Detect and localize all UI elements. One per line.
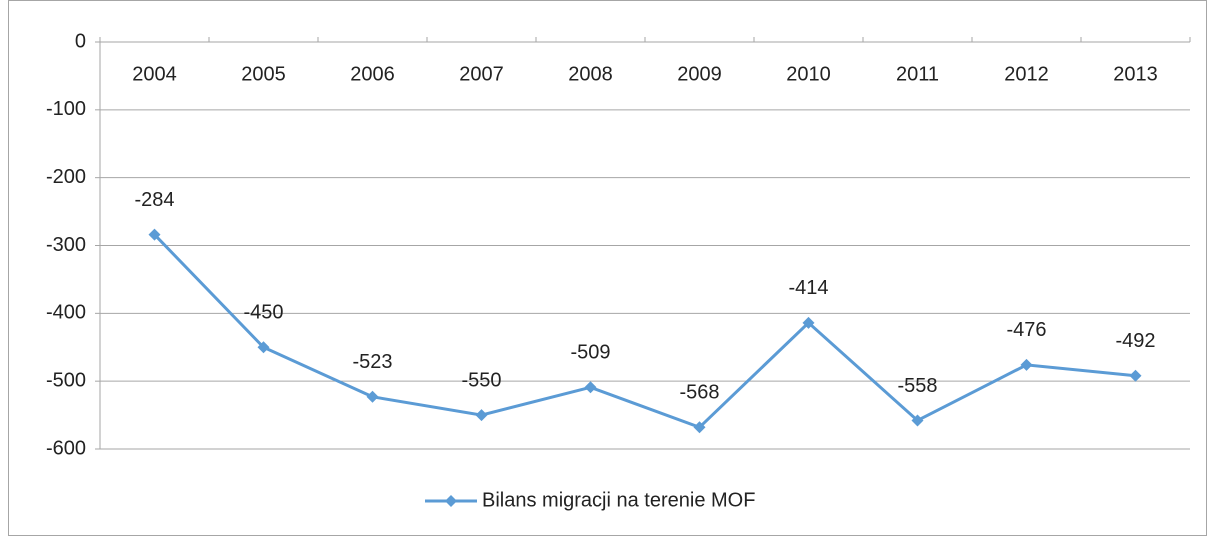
x-tick-label: 2013 [1113,63,1158,85]
legend-label: Bilans migracji na terenie MOF [482,489,755,511]
y-tick-label: -400 [46,302,86,324]
y-tick-label: -500 [46,369,86,391]
data-point [257,341,270,354]
data-label: -284 [134,189,174,211]
data-label: -450 [243,302,283,324]
chart-frame [8,0,1207,536]
data-point [693,421,706,434]
x-tick-label: 2005 [241,63,286,85]
data-point [802,316,815,329]
data-label: -414 [788,277,828,299]
y-tick-label: 0 [75,30,86,52]
x-tick-label: 2011 [896,63,939,85]
data-point [1020,358,1033,371]
x-tick-label: 2008 [568,63,613,85]
x-tick-label: 2006 [350,63,395,85]
x-tick-label: 2004 [132,63,177,85]
data-label: -509 [570,342,610,364]
data-label: -558 [897,375,937,397]
data-label: -550 [461,369,501,391]
data-label: -476 [1006,319,1046,341]
x-tick-label: 2007 [459,63,504,85]
data-label: -492 [1115,330,1155,352]
data-label: -568 [679,382,719,404]
data-line [153,233,1136,430]
x-tick-label: 2010 [786,63,831,85]
y-tick-label: -300 [46,234,86,256]
data-label: -523 [352,351,392,373]
data-point [148,228,161,241]
x-tick-label: 2009 [677,63,722,85]
legend-marker [445,495,457,507]
data-point [584,381,597,394]
y-tick-label: -100 [46,98,86,120]
y-tick-label: -200 [46,166,86,188]
data-point [366,390,379,403]
x-tick-label: 2012 [1004,63,1049,85]
data-point [911,414,924,427]
y-tick-label: -600 [46,437,86,459]
data-point [475,409,488,422]
data-point [1129,369,1142,382]
